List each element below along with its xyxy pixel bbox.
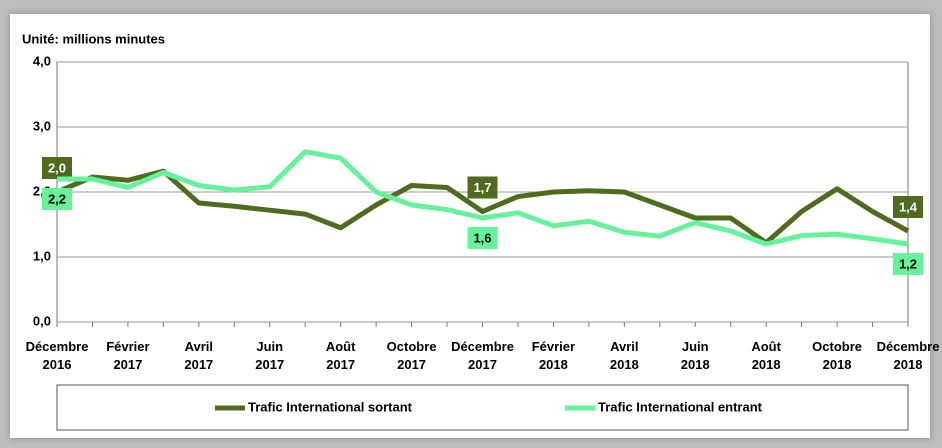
x-tick-label: Février 2018 [531,339,576,372]
value-label: 1,2 [899,256,917,271]
legend-label: Trafic International entrant [598,399,763,414]
value-label: 1,4 [899,199,918,214]
chart-panel [10,14,930,438]
x-tick-label: Février 2017 [106,339,150,372]
legend-label: Trafic International sortant [248,399,413,414]
value-label-box [42,188,72,210]
x-tick-label: Août 2017 [325,339,356,372]
y-tick-label: 4,0 [33,53,51,68]
value-label: 2,0 [48,160,66,175]
x-tick-label: Octobre 2018 [812,339,862,372]
x-tick-label: Avril 2017 [184,339,214,372]
x-tick-label: Juin 2017 [255,339,285,372]
series-line [57,149,909,247]
legend-box [56,384,909,431]
value-label-box [467,176,498,199]
x-tick-label: Octobre 2017 [386,339,437,372]
x-tick-label: Août 2018 [751,339,781,372]
value-label-box [893,196,923,218]
value-label-box [467,227,498,249]
x-tick-label: Juin 2018 [680,339,710,372]
y-tick-label: 3,0 [33,118,51,133]
y-tick-label: 0,0 [33,313,51,328]
chart-title: Unité: millions minutes [22,31,165,46]
y-tick-label: 1,0 [33,248,51,263]
value-label: 1,7 [473,180,491,195]
value-label: 1,6 [473,230,491,245]
x-tick-label: Avril 2018 [609,339,639,372]
value-label: 2,2 [48,191,66,206]
x-tick-label: Décembre 2018 [876,339,940,372]
value-label-box [893,253,923,275]
x-tick-label: Décembre 2016 [25,339,89,372]
value-label-box [42,157,72,179]
x-tick-label: Décembre 2017 [451,339,514,372]
